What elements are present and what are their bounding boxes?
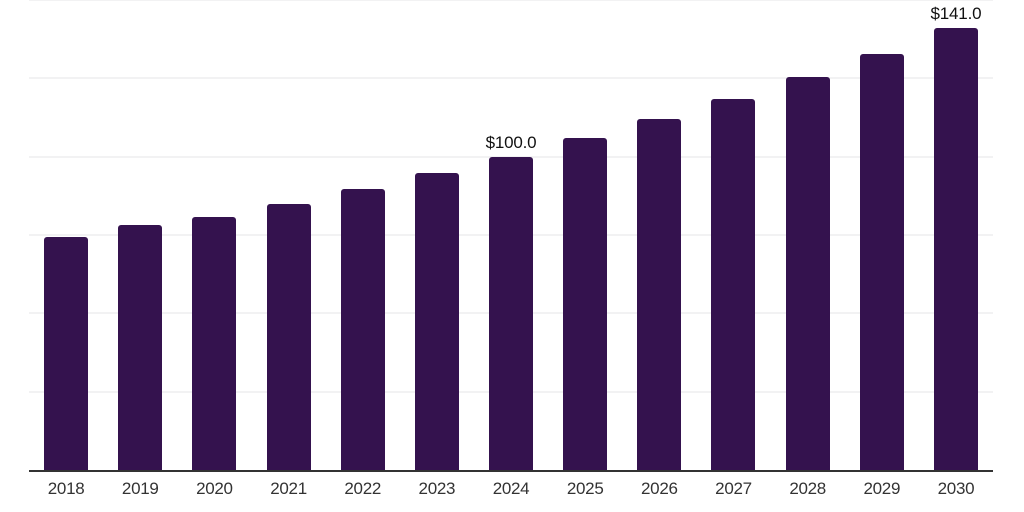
bar-2020[interactable] (192, 217, 237, 470)
bar-2021[interactable] (266, 204, 311, 470)
bar-2024[interactable] (489, 156, 534, 470)
bars: $100.0 $141.0 (29, 0, 993, 470)
bar-slot-2022 (326, 0, 400, 470)
bar-slot-2020 (177, 0, 251, 470)
bar-2018[interactable] (44, 237, 89, 470)
bar-slot-2028 (771, 0, 845, 470)
x-tick-label-2021: 2021 (270, 479, 307, 498)
x-tick-label-2019: 2019 (121, 479, 159, 498)
bar-2030[interactable] (933, 28, 978, 470)
bar-2023[interactable] (414, 172, 459, 470)
bar-value-label-2030: $141.0 (930, 4, 982, 24)
bar-slot-2024: $100.0 (474, 0, 548, 470)
bar-2028[interactable] (785, 77, 830, 470)
bar-slot-2027 (696, 0, 770, 470)
bar-slot-2023 (400, 0, 474, 470)
gridline-150 (29, 0, 993, 1)
x-tick-label-2029: 2029 (863, 479, 901, 498)
bar-2027[interactable] (711, 99, 756, 470)
x-tick-label-2026: 2026 (641, 479, 678, 498)
bar-2019[interactable] (118, 224, 163, 470)
x-axis-labels: 2018 2019 2020 2021 2022 2023 2024 2025 2026 2027… (29, 479, 993, 499)
x-tick-label-2028: 2028 (789, 479, 826, 498)
bar-2029[interactable] (859, 53, 904, 470)
bar-slot-2029 (845, 0, 919, 470)
bar-value-label-2024: $100.0 (485, 132, 537, 152)
bar-2025[interactable] (563, 138, 608, 470)
x-tick-label-2020: 2020 (196, 479, 233, 498)
bar-slot-2021 (251, 0, 325, 470)
x-tick-label-2023: 2023 (418, 479, 456, 498)
x-tick-label-2022: 2022 (344, 479, 382, 498)
bar-2022[interactable] (340, 188, 385, 470)
bar-2026[interactable] (637, 118, 682, 470)
bar-slot-2025 (548, 0, 622, 470)
bar-slot-2019 (103, 0, 177, 470)
bar-slot-2026 (622, 0, 696, 470)
plot-area: $100.0 $141.0 (29, 0, 993, 472)
x-tick-label-2030: 2030 (937, 479, 975, 498)
x-tick-label-2027: 2027 (715, 479, 752, 498)
gridline-125 (29, 77, 993, 80)
bar-slot-2030: $141.0 (919, 0, 993, 470)
x-tick-label-2024: 2024 (492, 479, 530, 498)
bar-slot-2018 (29, 0, 103, 470)
x-tick-label-2018: 2018 (47, 479, 85, 498)
x-tick-label-2025: 2025 (566, 479, 604, 498)
